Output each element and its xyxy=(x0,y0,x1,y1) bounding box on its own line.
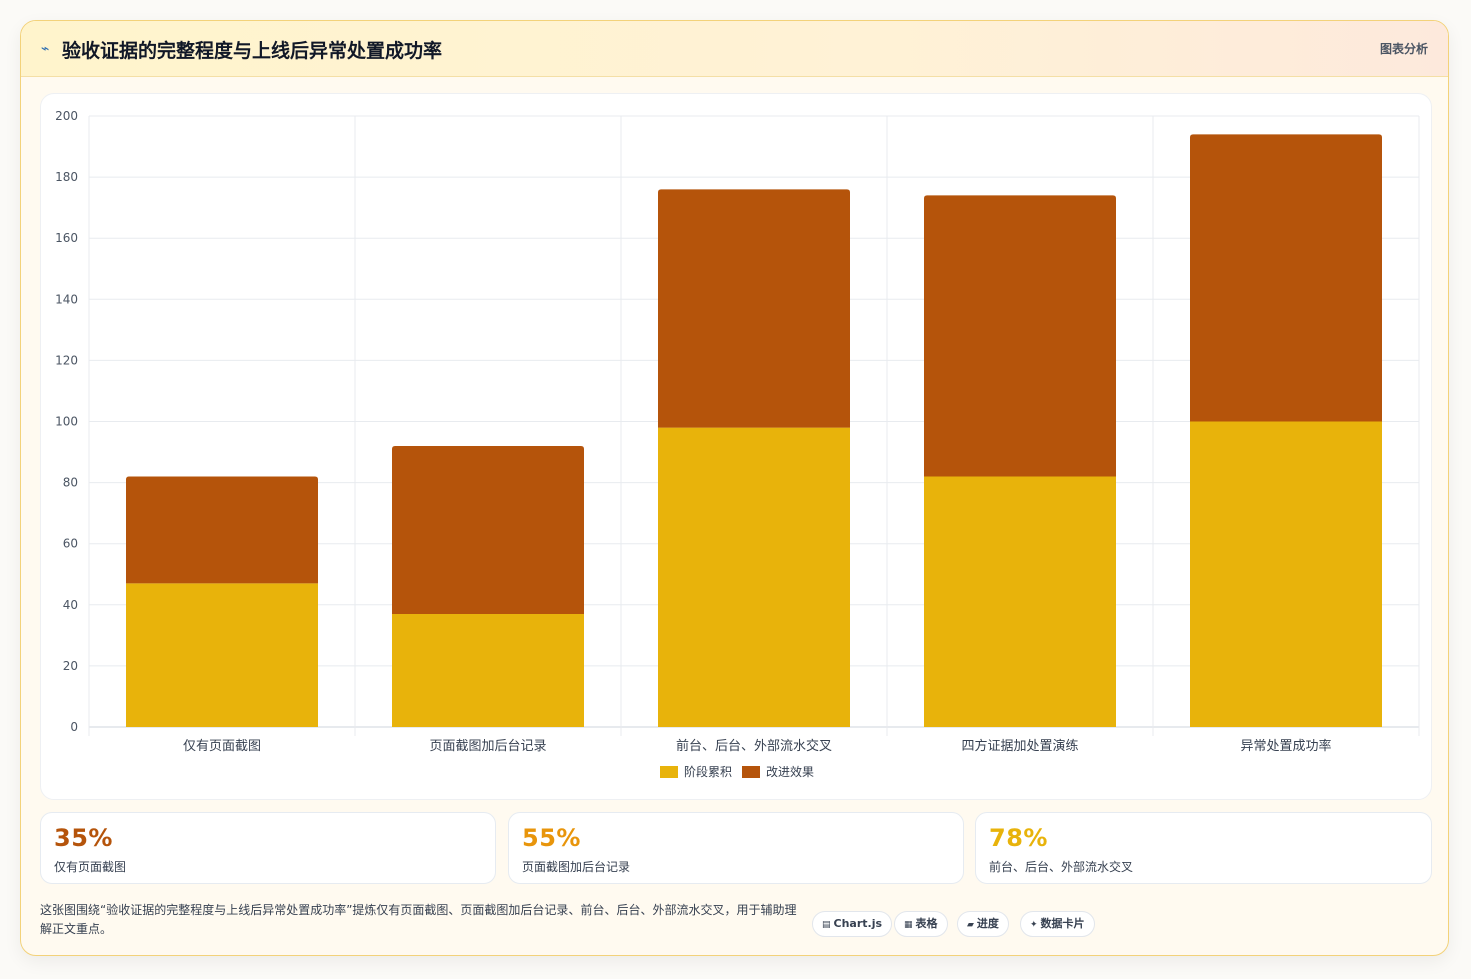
y-tick-label: 0 xyxy=(70,720,78,734)
kpi-label: 页面截图加后台记录 xyxy=(522,860,631,874)
bar-segment xyxy=(1190,134,1382,422)
progress-icon: ▰ xyxy=(967,920,974,930)
sparkle-icon: ✦ xyxy=(1030,920,1038,930)
chip-label: 表格 xyxy=(915,917,938,930)
chart-analysis-tag: 图表分析 xyxy=(1379,42,1428,56)
y-tick-label: 80 xyxy=(63,476,78,490)
legend-label: 改进效果 xyxy=(766,764,814,779)
bar-segment xyxy=(126,583,318,727)
bar-segment xyxy=(1190,421,1382,727)
bar-segment xyxy=(658,427,850,727)
legend-label: 阶段累积 xyxy=(684,764,732,779)
y-tick-label: 160 xyxy=(55,231,78,245)
legend-swatch xyxy=(660,766,678,778)
x-tick-label: 前台、后台、外部流水交叉 xyxy=(676,738,832,754)
chart-icon: ▤ xyxy=(822,920,831,930)
kpi-card: 78% 前台、后台、外部流水交叉 xyxy=(975,812,1432,884)
y-tick-label: 100 xyxy=(55,415,78,429)
kpi-label: 仅有页面截图 xyxy=(54,860,127,874)
chip-label: 数据卡片 xyxy=(1040,917,1085,930)
y-tick-label: 40 xyxy=(63,598,78,612)
chart-panel: ⌁ 验收证据的完整程度与上线后异常处置成功率 图表分析 0 20 40 60 80 100… xyxy=(20,20,1449,956)
table-icon: ▦ xyxy=(904,920,913,930)
bar-segment xyxy=(924,476,1116,727)
chip-label: Chart.js xyxy=(833,917,883,930)
x-tick-label: 四方证据加处置演练 xyxy=(961,738,1078,754)
y-tick-label: 180 xyxy=(55,170,78,184)
bar-segment xyxy=(392,613,584,727)
chip-label: 进度 xyxy=(976,917,999,930)
y-tick-label: 20 xyxy=(63,659,78,673)
bar-segment xyxy=(658,189,850,428)
kpi-value: 35% xyxy=(54,824,113,852)
chart-card: 0 20 40 60 80 100 120 140 160 180 200 仅有页面截图 页面截图加后台… xyxy=(40,93,1432,800)
stacked-bar-chart: 0 20 40 60 80 100 120 140 160 180 200 仅有页面截图 页面截图加后台… xyxy=(55,109,1420,779)
trend-icon: ⌁ xyxy=(41,41,50,57)
x-tick-label: 异常处置成功率 xyxy=(1240,738,1331,754)
kpi-value: 55% xyxy=(522,824,581,852)
chip-data-card[interactable]: ✦ 数据卡片 xyxy=(1020,911,1095,937)
kpi-value: 78% xyxy=(989,824,1048,852)
kpi-card: 55% 页面截图加后台记录 xyxy=(508,812,964,884)
chip-table[interactable]: ▦ 表格 xyxy=(894,911,948,937)
chart-note: 这张图围绕“验收证据的完整程度与上线后异常处置成功率”提炼仅有页面截图、页面截图… xyxy=(40,903,797,936)
chip-chartjs[interactable]: ▤ Chart.js xyxy=(812,911,893,937)
bar-segment xyxy=(126,476,318,584)
legend-swatch xyxy=(742,766,760,778)
page-title: 验收证据的完整程度与上线后异常处置成功率 xyxy=(62,40,443,62)
x-tick-label: 页面截图加后台记录 xyxy=(429,739,546,754)
kpi-label: 前台、后台、外部流水交叉 xyxy=(989,860,1134,874)
chip-progress[interactable]: ▰ 进度 xyxy=(957,911,1009,937)
bar-segment xyxy=(924,195,1116,477)
y-tick-label: 140 xyxy=(55,292,78,306)
y-tick-label: 60 xyxy=(63,537,78,551)
kpi-card: 35% 仅有页面截图 xyxy=(40,812,496,884)
y-tick-label: 120 xyxy=(55,353,78,367)
bar-segment xyxy=(392,445,584,614)
panel-header: ⌁ 验收证据的完整程度与上线后异常处置成功率 图表分析 xyxy=(21,21,1448,77)
x-tick-label: 仅有页面截图 xyxy=(183,739,261,754)
y-tick-label: 200 xyxy=(55,109,78,123)
